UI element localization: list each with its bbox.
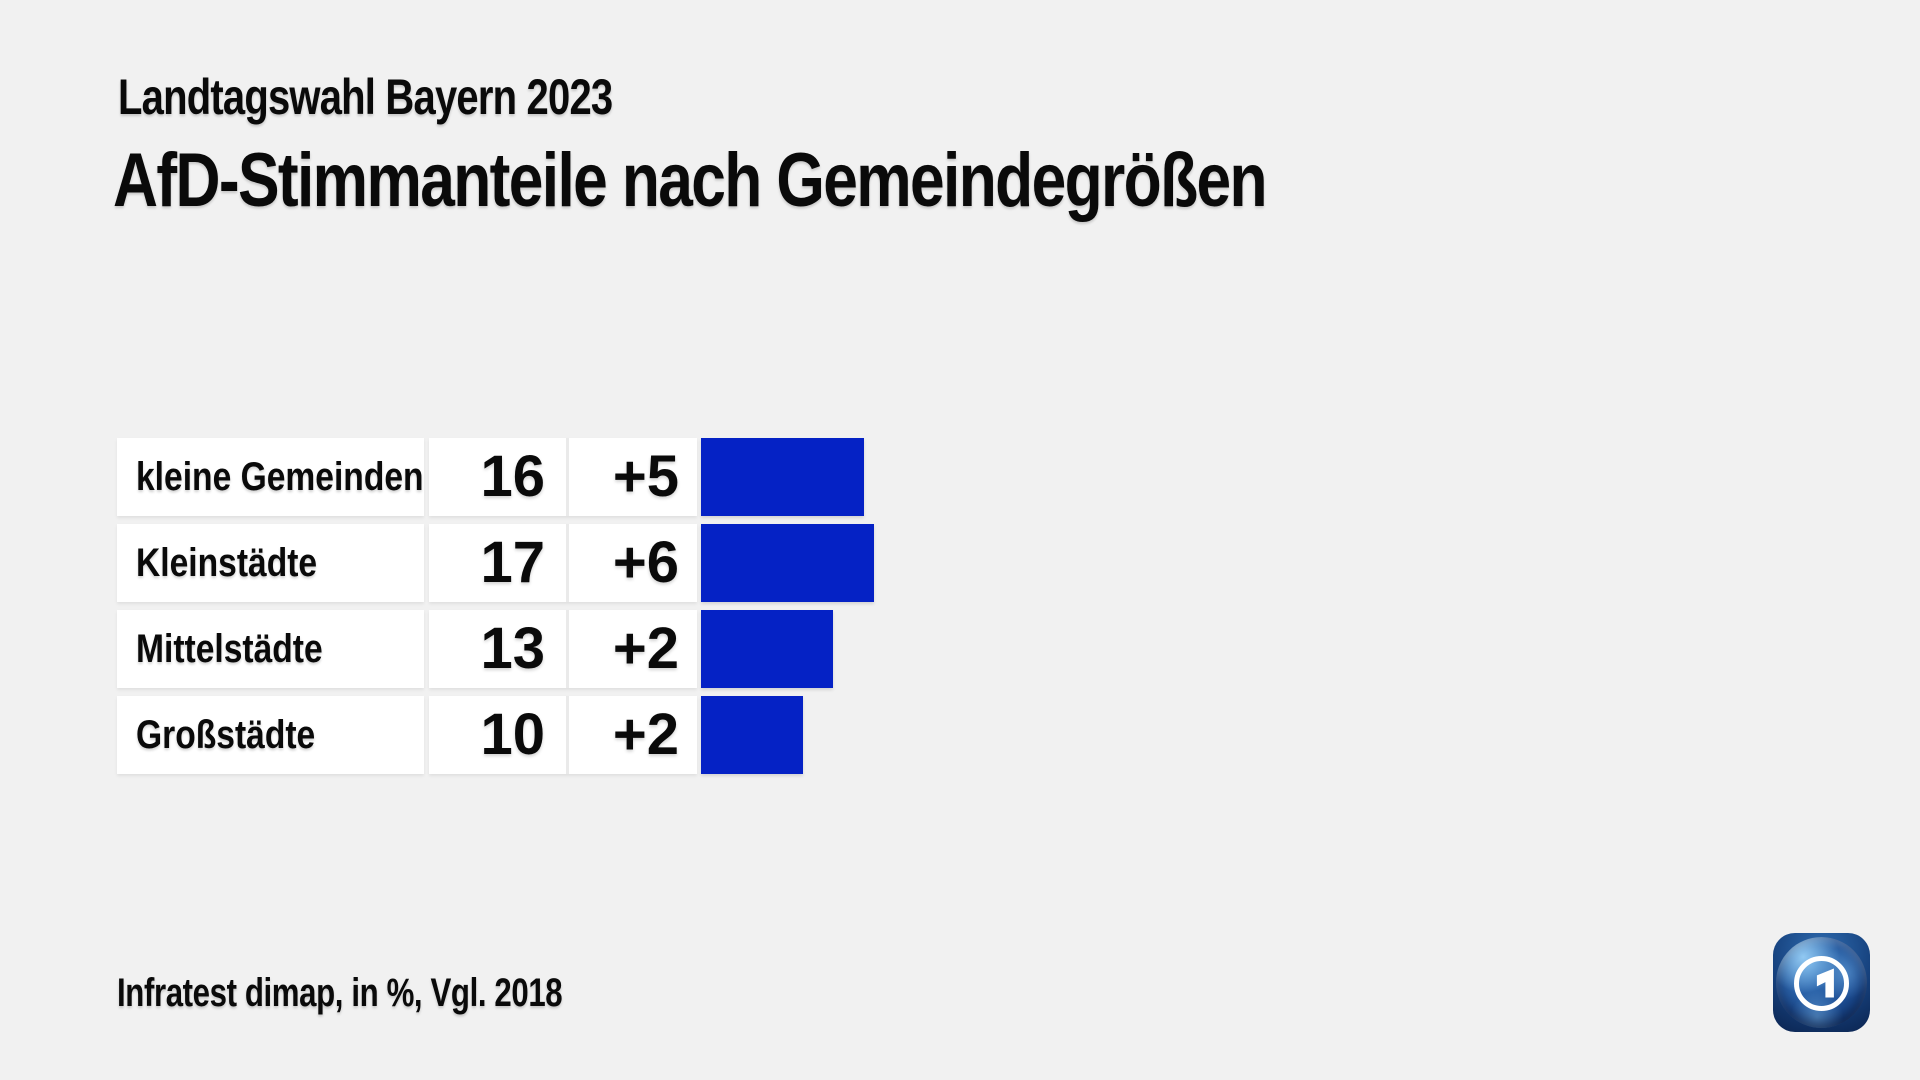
bar [701,438,864,516]
bar [701,696,803,774]
category-cell: Kleinstädte [117,524,424,602]
category-label: Kleinstädte [136,541,318,585]
category-cell: kleine Gemeinden [117,438,424,516]
value-number: 16 [480,444,545,509]
value-number: 10 [480,702,545,767]
table-row: Mittelstädte 13 +2 [117,610,874,688]
change-number: +2 [612,616,679,681]
value-number: 13 [480,616,545,681]
cell-divider [566,524,569,602]
value-cell: 10 +2 [429,696,697,774]
bar [701,524,874,602]
cell-divider [566,438,569,516]
value-cell: 16 +5 [429,438,697,516]
change-number: +5 [612,444,679,509]
ard-logo [1773,933,1870,1032]
cell-divider [566,696,569,774]
category-cell: Großstädte [117,696,424,774]
change-number: +6 [612,530,679,595]
table-row: Kleinstädte 17 +6 [117,524,874,602]
category-label: Großstädte [136,713,316,757]
category-label: kleine Gemeinden [136,455,424,499]
table-row: kleine Gemeinden 16 +5 [117,438,874,516]
ard-ring-icon [1794,955,1849,1011]
value-cell: 17 +6 [429,524,697,602]
source-note: Infratest dimap, in %, Vgl. 2018 [117,971,563,1015]
value-cell: 13 +2 [429,610,697,688]
table-row: Großstädte 10 +2 [117,696,874,774]
chart-title: AfD-Stimmanteile nach Gemeindegrößen [113,138,1268,223]
bar [701,610,833,688]
category-label: Mittelstädte [136,627,323,671]
bar-table: kleine Gemeinden 16 +5 Kleinstädte 17 +6… [117,438,874,782]
ard-one-icon [1816,968,1834,997]
cell-divider [566,610,569,688]
change-number: +2 [612,702,679,767]
chart-subtitle: Landtagswahl Bayern 2023 [118,69,613,125]
category-cell: Mittelstädte [117,610,424,688]
value-number: 17 [480,530,545,595]
